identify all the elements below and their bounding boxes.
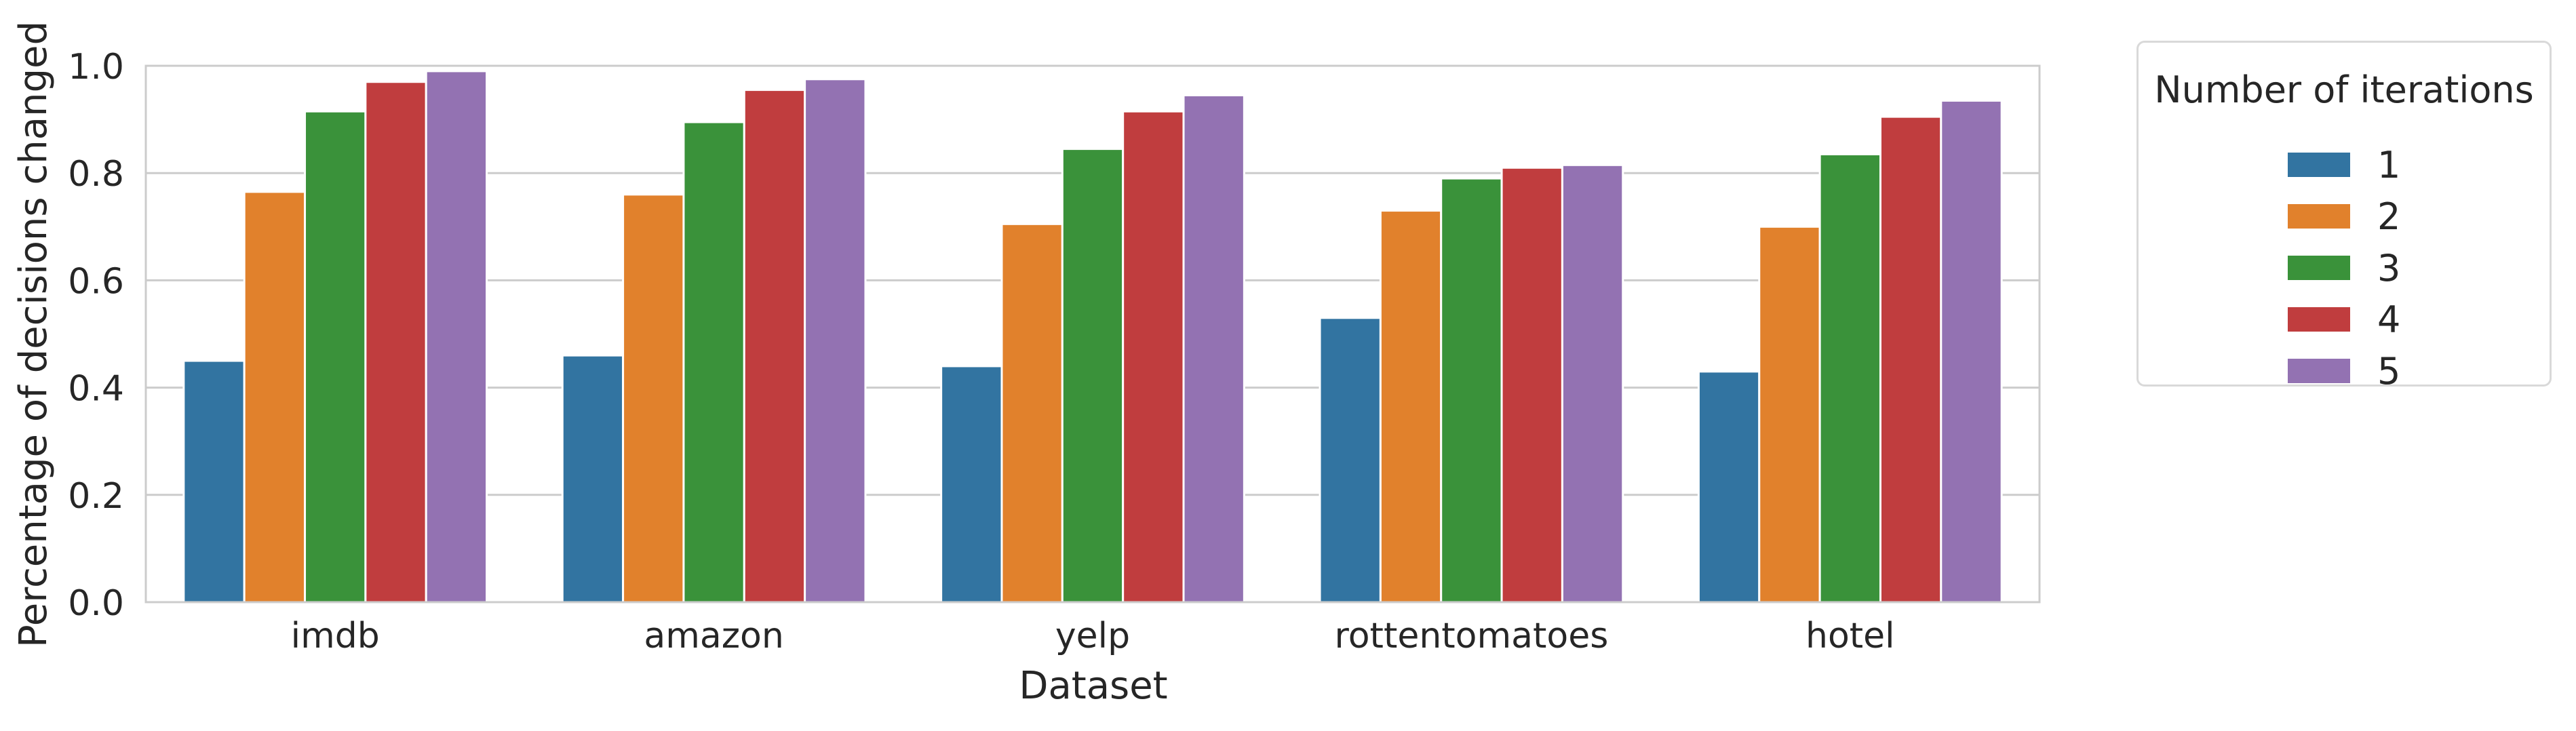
legend-item: 1 — [2288, 143, 2401, 186]
legend-label: 4 — [2377, 298, 2401, 341]
legend-swatch — [2288, 204, 2350, 229]
legend-label: 2 — [2377, 195, 2401, 238]
legend-item: 5 — [2288, 349, 2401, 393]
legend-label: 5 — [2377, 349, 2401, 393]
bar-layer — [182, 70, 2003, 604]
bar-hotel-4 — [1879, 115, 1943, 604]
y-tick-label: 0.2 — [68, 476, 124, 517]
bar-imdb-2 — [243, 191, 307, 604]
x-tick-label: hotel — [1806, 616, 1895, 656]
legend-swatch — [2288, 359, 2350, 383]
bar-hotel-5 — [1940, 99, 2003, 604]
legend-swatch — [2288, 307, 2350, 332]
y-tick-label: 0.6 — [68, 261, 124, 302]
bar-hotel-1 — [1697, 370, 1761, 604]
legend-title: Number of iterations — [2154, 68, 2534, 111]
bar-amazon-2 — [622, 193, 685, 604]
y-tick-labels: 0.0 0.2 0.4 0.6 0.8 1.0 — [68, 47, 124, 624]
bar-yelp-5 — [1182, 94, 1245, 604]
y-axis-label: Percentage of decisions changed — [12, 21, 56, 648]
bar-rottentomatoes-5 — [1561, 163, 1624, 604]
x-tick-label: rottentomatoes — [1335, 616, 1609, 656]
legend-item: 2 — [2288, 195, 2401, 238]
bar-imdb-1 — [182, 359, 246, 604]
bar-hotel-2 — [1758, 225, 1821, 604]
bar-amazon-3 — [682, 121, 745, 604]
bar-amazon-1 — [561, 354, 625, 604]
y-tick-label: 0.4 — [68, 369, 124, 410]
bar-amazon-5 — [804, 78, 867, 604]
legend-item: 3 — [2288, 246, 2401, 290]
bar-yelp-4 — [1122, 110, 1185, 604]
bar-imdb-3 — [304, 110, 367, 604]
legend-swatch — [2288, 153, 2350, 177]
bar-yelp-1 — [940, 365, 1003, 604]
legend-swatch — [2288, 256, 2350, 280]
y-tick-label: 0.8 — [68, 154, 124, 195]
legend-label: 1 — [2377, 143, 2401, 186]
x-tick-labels: imdb amazon yelp rottentomatoes hotel — [291, 616, 1895, 656]
plot-frame — [144, 64, 2041, 604]
legend-item: 4 — [2288, 298, 2401, 341]
bar-yelp-3 — [1061, 148, 1125, 604]
bar-imdb-4 — [364, 81, 427, 604]
bar-hotel-3 — [1818, 153, 1881, 604]
y-tick-label: 1.0 — [68, 47, 124, 87]
x-tick-label: imdb — [291, 616, 380, 656]
y-tick-label: 0.0 — [68, 583, 124, 624]
bar-rottentomatoes-2 — [1379, 210, 1443, 604]
legend-label: 3 — [2377, 246, 2401, 290]
bar-rottentomatoes-1 — [1319, 317, 1382, 604]
x-tick-label: yelp — [1055, 616, 1130, 656]
legend: Number of iterations 1 2 3 4 5 — [2136, 41, 2552, 393]
bar-amazon-4 — [743, 89, 806, 604]
x-tick-label: amazon — [644, 616, 783, 656]
bar-rottentomatoes-4 — [1500, 166, 1563, 604]
x-axis-label: Dataset — [1019, 664, 1167, 708]
bar-rottentomatoes-3 — [1440, 177, 1503, 604]
bar-imdb-5 — [425, 70, 488, 604]
bar-yelp-2 — [1000, 222, 1063, 604]
